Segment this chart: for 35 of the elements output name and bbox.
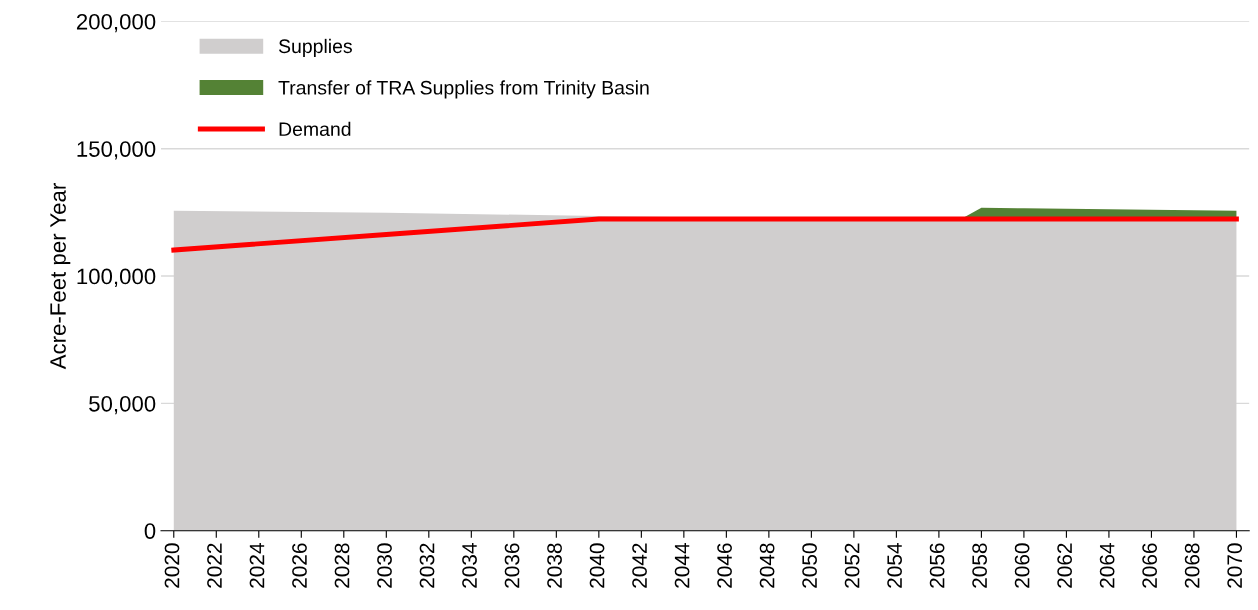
- x-tick-label: 2066: [1142, 543, 1158, 588]
- legend-label: Transfer of TRA Supplies from Trinity Basin: [278, 80, 649, 99]
- x-tick-label: 2068: [1184, 543, 1200, 588]
- x-tick-label: 2062: [1057, 543, 1073, 588]
- x-tick-label: 2022: [207, 543, 222, 588]
- x-tick-label: 2034: [462, 543, 477, 588]
- x-tick-label: 2048: [759, 543, 775, 588]
- x-tick-label: 2070: [1227, 543, 1243, 588]
- legend-label: Supplies: [278, 38, 352, 57]
- x-tick-label: 2054: [887, 543, 902, 588]
- x-tick-label: 2040: [589, 543, 605, 588]
- x-tick-label: 2052: [844, 543, 860, 588]
- x-tick-label: 2060: [1014, 543, 1030, 588]
- x-tick-label: 2058: [972, 543, 987, 588]
- y-tick-label: 150,000: [77, 141, 156, 160]
- x-tick-label: 2044: [674, 543, 690, 588]
- x-tick-label: 2024: [249, 543, 265, 588]
- legend-label: Demand: [279, 121, 351, 137]
- y-axis-title: Acre-Feet per Year: [50, 183, 71, 370]
- x-tick-label: 2038: [547, 543, 562, 588]
- x-tick-label: 2042: [632, 543, 647, 588]
- x-tick-label: 2032: [419, 543, 435, 588]
- x-tick-label: 2056: [929, 543, 945, 588]
- x-tick-label: 2036: [504, 543, 520, 588]
- x-tick-label: 2028: [334, 543, 350, 588]
- x-tick-label: 2030: [377, 543, 392, 588]
- x-tick-label: 2026: [292, 543, 307, 588]
- x-tick-label: 2064: [1099, 543, 1115, 588]
- y-tick-label: 100,000: [77, 268, 156, 287]
- y-tick-label: 200,000: [76, 13, 156, 33]
- x-tick-label: 2050: [802, 543, 817, 588]
- y-tick-label: 0: [144, 523, 156, 539]
- x-tick-label: 2020: [164, 543, 180, 588]
- x-tick-label: 2046: [717, 543, 732, 588]
- y-tick-label: 50,000: [89, 395, 156, 415]
